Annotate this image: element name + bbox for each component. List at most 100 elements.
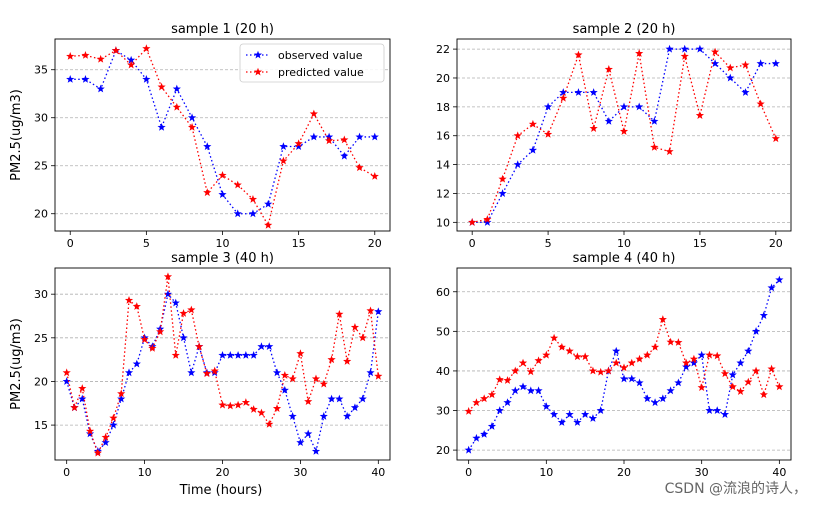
data-point bbox=[366, 306, 375, 315]
x-tick-label: 20 bbox=[368, 237, 382, 250]
data-point bbox=[689, 354, 698, 363]
data-point bbox=[705, 406, 714, 414]
x-tick-label: 10 bbox=[138, 466, 152, 479]
data-point bbox=[503, 398, 512, 407]
data-point bbox=[272, 404, 282, 412]
data-point bbox=[728, 370, 737, 379]
data-point bbox=[574, 50, 583, 59]
data-point bbox=[635, 378, 644, 387]
data-point bbox=[619, 102, 629, 111]
data-point bbox=[343, 412, 352, 420]
data-point bbox=[726, 63, 735, 72]
data-point bbox=[643, 350, 652, 359]
x-tick-label: 20 bbox=[216, 466, 230, 479]
data-point bbox=[513, 131, 522, 140]
data-point bbox=[588, 414, 598, 422]
data-point bbox=[66, 75, 75, 83]
subplot-title: sample 2 (20 h) bbox=[573, 22, 676, 37]
data-point bbox=[171, 350, 180, 359]
data-point bbox=[665, 147, 674, 156]
data-point bbox=[627, 358, 636, 367]
data-point bbox=[249, 350, 258, 359]
y-tick-label: 20 bbox=[34, 208, 48, 221]
data-point bbox=[264, 199, 273, 208]
data-point bbox=[127, 60, 136, 69]
data-point bbox=[542, 402, 551, 411]
data-point bbox=[370, 171, 379, 180]
data-point bbox=[650, 142, 659, 151]
data-point bbox=[674, 338, 683, 346]
data-point bbox=[140, 335, 149, 344]
data-point bbox=[498, 174, 507, 183]
data-point bbox=[627, 374, 636, 383]
data-point bbox=[279, 156, 288, 165]
data-point bbox=[241, 350, 250, 359]
data-point bbox=[218, 171, 227, 179]
data-point bbox=[218, 350, 227, 359]
y-axis-label-bottom: PM2.5(ug/m3) bbox=[9, 318, 24, 410]
data-point bbox=[70, 403, 79, 412]
data-point bbox=[156, 327, 165, 336]
data-point bbox=[511, 366, 520, 375]
data-point bbox=[650, 342, 660, 351]
data-point bbox=[233, 400, 243, 409]
data-point bbox=[226, 350, 235, 359]
data-point bbox=[226, 401, 235, 410]
data-point bbox=[210, 366, 219, 375]
data-point bbox=[142, 44, 151, 53]
data-point bbox=[319, 379, 328, 388]
data-point bbox=[81, 51, 90, 59]
data-point bbox=[565, 346, 574, 355]
data-point bbox=[619, 363, 629, 372]
data-point bbox=[350, 323, 360, 331]
legend-swatch-marker bbox=[253, 50, 263, 59]
data-point bbox=[767, 364, 776, 373]
plot-area bbox=[457, 39, 791, 231]
data-point bbox=[304, 429, 313, 438]
data-point bbox=[728, 382, 737, 391]
y-tick-label: 60 bbox=[436, 286, 450, 299]
axes-frame bbox=[456, 267, 792, 461]
data-point bbox=[187, 368, 196, 377]
data-point bbox=[544, 129, 553, 138]
data-point bbox=[294, 139, 303, 148]
data-point bbox=[350, 403, 360, 412]
data-point bbox=[109, 413, 118, 422]
data-point bbox=[257, 342, 266, 351]
plot-area bbox=[55, 268, 390, 460]
data-point bbox=[550, 410, 559, 418]
data-point bbox=[720, 369, 730, 378]
data-point bbox=[272, 368, 282, 377]
y-tick-label: 50 bbox=[436, 325, 450, 338]
x-tick-label: 10 bbox=[617, 237, 631, 250]
data-point bbox=[172, 84, 181, 93]
data-point bbox=[319, 412, 328, 420]
x-tick-label: 10 bbox=[539, 466, 553, 479]
x-tick-label: 20 bbox=[617, 466, 631, 479]
subplot-sample-1: 20 25 30 35 0 5 10 15 20 sample 1 (20 h) observed … bbox=[34, 22, 391, 250]
data-point bbox=[511, 386, 520, 395]
data-point bbox=[650, 116, 659, 125]
data-point bbox=[203, 188, 212, 197]
x-tick-label: 30 bbox=[293, 466, 307, 479]
data-point bbox=[311, 374, 321, 383]
data-point bbox=[588, 366, 598, 375]
data-point bbox=[612, 346, 621, 355]
data-point bbox=[202, 369, 212, 378]
data-point bbox=[335, 309, 344, 318]
data-point bbox=[343, 357, 352, 365]
x-tick-label: 15 bbox=[693, 237, 707, 250]
data-point bbox=[574, 88, 583, 96]
data-point bbox=[366, 368, 375, 377]
data-point bbox=[771, 59, 780, 68]
y-tick-label: 25 bbox=[34, 332, 48, 345]
data-point bbox=[257, 408, 266, 417]
data-point bbox=[472, 398, 481, 407]
data-point bbox=[619, 127, 629, 135]
data-point bbox=[241, 398, 250, 406]
data-point bbox=[233, 350, 243, 359]
data-point bbox=[249, 405, 258, 413]
data-point bbox=[309, 132, 318, 141]
data-point bbox=[304, 397, 313, 406]
data-point bbox=[358, 394, 367, 403]
